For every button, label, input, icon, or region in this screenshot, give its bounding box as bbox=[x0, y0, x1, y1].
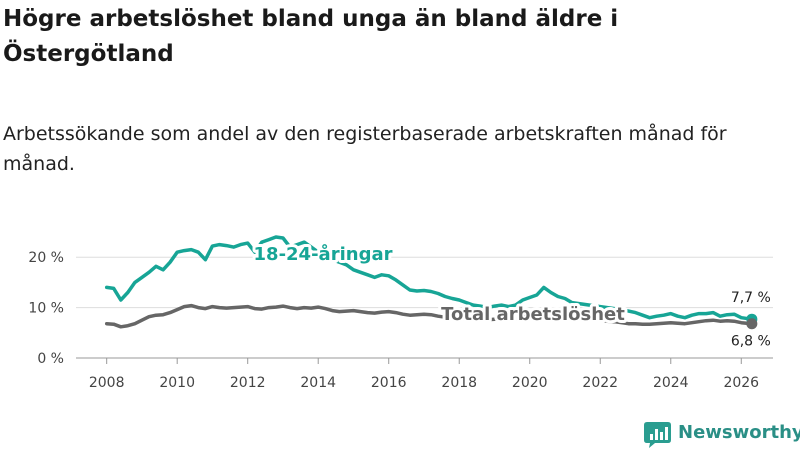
x-tick-label: 2026 bbox=[723, 375, 759, 391]
y-tick-label: 10 % bbox=[28, 301, 64, 317]
y-tick-label: 20 % bbox=[28, 250, 64, 266]
chart-subtitle: Arbetssökande som andel av den registerb… bbox=[3, 123, 727, 175]
series-end-value: 6,8 % bbox=[731, 334, 771, 350]
brand-name: Newsworthy bbox=[678, 422, 800, 443]
x-tick-label: 2012 bbox=[230, 375, 266, 391]
chart-title: Högre arbetslöshet bland unga än bland ä… bbox=[3, 6, 619, 67]
x-tick-label: 2016 bbox=[371, 375, 407, 391]
x-tick-label: 2014 bbox=[300, 375, 336, 391]
x-tick-label: 2024 bbox=[653, 375, 689, 391]
x-axis: 2008 2010 2012 2014 2016 2018 2020 2022 2024 2026 bbox=[89, 358, 759, 391]
y-tick-label: 0 % bbox=[37, 351, 64, 367]
series-labels: 7,7 % 6,8 % 18-24-åringar Total arbetslöshe… bbox=[251, 240, 771, 350]
newsworthy-logo-icon bbox=[644, 422, 671, 448]
series-end-value: 7,7 % bbox=[731, 290, 771, 306]
x-tick-label: 2008 bbox=[89, 375, 125, 391]
x-tick-label: 2010 bbox=[159, 375, 195, 391]
series-label-total: Total arbetslöshet bbox=[441, 304, 625, 325]
series-lines bbox=[104, 235, 754, 329]
series-label-youth: 18-24-åringar bbox=[254, 243, 393, 265]
series-line-youth bbox=[104, 235, 754, 321]
x-tick-label: 2020 bbox=[512, 375, 548, 391]
x-tick-label: 2022 bbox=[582, 375, 618, 391]
x-tick-label: 2018 bbox=[441, 375, 477, 391]
series-line-total bbox=[104, 303, 754, 329]
series-end-marker bbox=[746, 318, 758, 330]
y-axis-ticks: 0 % 10 % 20 % bbox=[28, 250, 64, 367]
